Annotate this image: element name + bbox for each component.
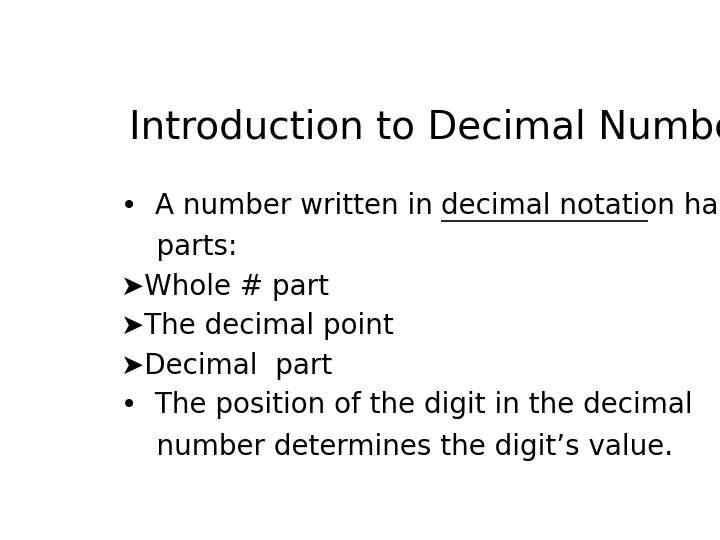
Text: number determines the digit’s value.: number determines the digit’s value. [121, 433, 672, 461]
Text: •  A number written in: • A number written in [121, 192, 441, 220]
Text: •  The position of the digit in the decimal: • The position of the digit in the decim… [121, 391, 693, 419]
Text: ➤Decimal  part: ➤Decimal part [121, 352, 332, 380]
Text: Introduction to Decimal Numbers: Introduction to Decimal Numbers [129, 109, 720, 146]
Text: decimal notation: decimal notation [441, 192, 675, 220]
Text: parts:: parts: [121, 233, 237, 261]
Text: has 3: has 3 [675, 192, 720, 220]
Text: ➤The decimal point: ➤The decimal point [121, 312, 393, 340]
Text: ➤Whole # part: ➤Whole # part [121, 273, 329, 301]
